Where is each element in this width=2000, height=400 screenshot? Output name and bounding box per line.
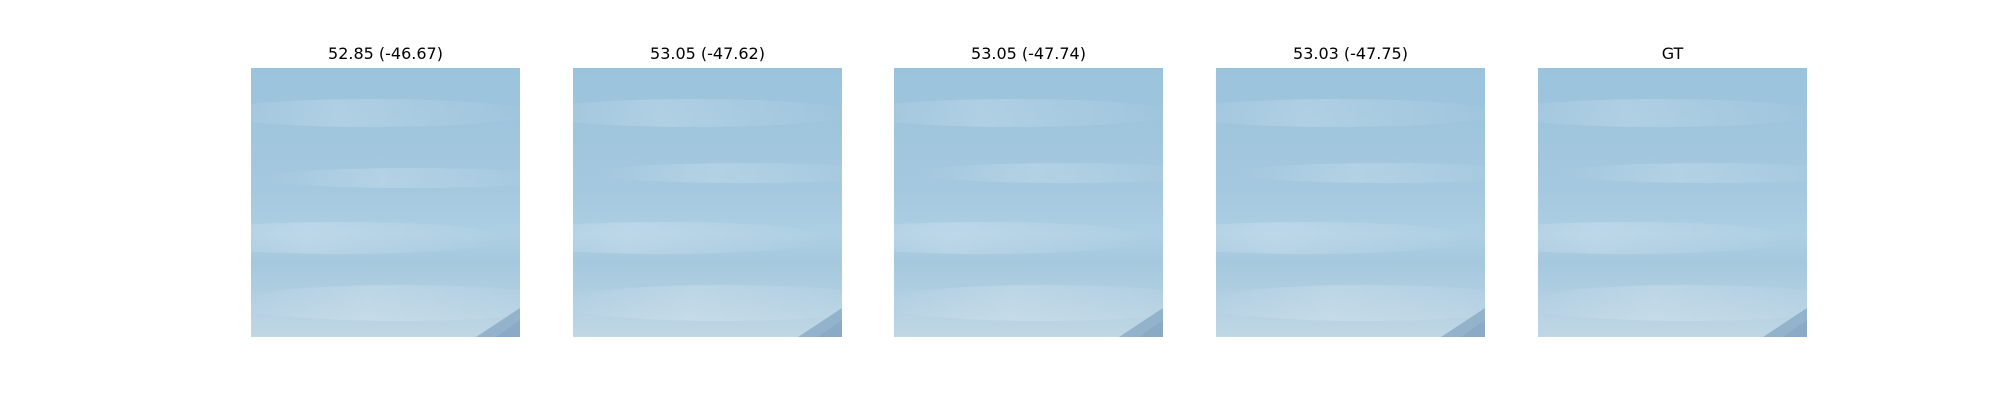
sky-image [251,68,520,337]
sky-image [573,68,842,337]
panel-ground-truth: GT [1538,43,1807,338]
panel-title: 52.85 (-46.67) [328,44,443,63]
panel-1: 52.85 (-46.67) [251,43,520,338]
panel-title: 53.03 (-47.75) [1293,44,1408,63]
panel-4: 53.03 (-47.75) [1216,43,1485,338]
panel-title: 53.05 (-47.74) [971,44,1086,63]
panel-title: GT [1661,44,1684,63]
sky-image [894,68,1163,337]
panel-title: 53.05 (-47.62) [650,44,765,63]
sky-image [1538,68,1807,337]
sky-image [1216,68,1485,337]
panel-2: 53.05 (-47.62) [573,43,842,338]
panel-3: 53.05 (-47.74) [894,43,1163,338]
